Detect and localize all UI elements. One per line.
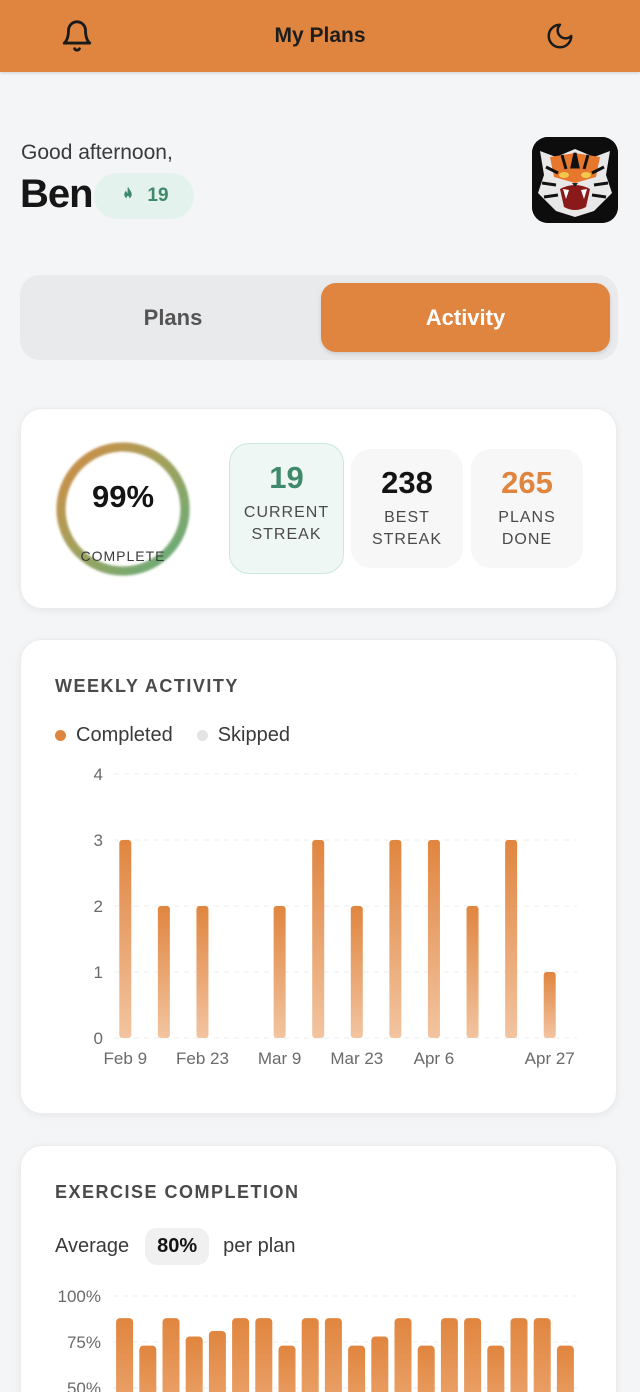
bar-completed[interactable] <box>119 840 132 1038</box>
bar-completed[interactable] <box>350 906 363 1038</box>
bar-completed[interactable] <box>466 906 479 1038</box>
exercise-completion-card: EXERCISE COMPLETION Average 80% per plan… <box>20 1145 617 1392</box>
average-value: 80% <box>145 1228 210 1265</box>
bar-exercise-completion[interactable] <box>348 1345 366 1392</box>
summary-card: 99% COMPLETE 19 CURRENT STREAK 238 BEST ST… <box>20 408 617 609</box>
weekly-activity-card: WEEKLY ACTIVITY Completed Skipped 0 1 2 3 4 F… <box>20 639 617 1114</box>
bar-exercise-completion[interactable] <box>487 1345 505 1392</box>
legend-dot <box>55 730 66 741</box>
legend-label: Skipped <box>217 724 290 746</box>
x-tick-label: Mar 9 <box>258 1049 301 1068</box>
bar-exercise-completion[interactable] <box>556 1345 574 1392</box>
bar-exercise-completion[interactable] <box>464 1318 482 1392</box>
bar-exercise-completion[interactable] <box>417 1345 435 1392</box>
bar-completed[interactable] <box>427 840 440 1038</box>
completion-percent: 99% <box>91 479 155 514</box>
avatar[interactable] <box>532 137 618 223</box>
bell-icon[interactable] <box>57 16 97 56</box>
y-tick-label: 1 <box>94 963 103 982</box>
greeting-text: Good afternoon, <box>21 141 173 164</box>
y-tick-label: 3 <box>94 831 103 850</box>
exercise-title: EXERCISE COMPLETION <box>55 1182 300 1202</box>
tab-plans[interactable]: Plans <box>143 304 203 330</box>
bar-exercise-completion[interactable] <box>208 1330 226 1392</box>
streak-badge: 19 <box>94 173 194 219</box>
completion-caption: COMPLETE <box>80 548 166 564</box>
bar-exercise-completion[interactable] <box>533 1318 551 1392</box>
bar-completed[interactable] <box>505 840 518 1038</box>
bar-exercise-completion[interactable] <box>324 1318 342 1392</box>
legend-completed[interactable]: Completed <box>55 724 173 747</box>
x-tick-label: Feb 9 <box>104 1049 147 1068</box>
stat-label: DONE <box>501 531 553 548</box>
streak-count: 19 <box>147 185 169 206</box>
moon-icon[interactable] <box>540 16 580 56</box>
flame-icon <box>119 184 137 209</box>
tab-activity[interactable]: Activity <box>321 283 610 352</box>
bar-exercise-completion[interactable] <box>371 1336 389 1392</box>
stat-label: CURRENT <box>243 504 330 521</box>
bar-exercise-completion[interactable] <box>394 1318 412 1392</box>
page-title: My Plans <box>274 24 366 47</box>
average-prefix: Average <box>55 1235 130 1257</box>
y-tick-label: 2 <box>94 897 103 916</box>
bar-completed[interactable] <box>389 840 402 1038</box>
stat-current-streak: 19 CURRENT STREAK <box>229 443 344 574</box>
completion-ring: 99% COMPLETE <box>53 439 193 579</box>
y-tick-label: 4 <box>94 765 103 784</box>
bar-exercise-completion[interactable] <box>255 1318 273 1392</box>
average-suffix: per plan <box>223 1235 296 1257</box>
y-tick-label: 50% <box>67 1379 101 1392</box>
exercise-chart: 100% 75% 50% <box>58 1287 577 1392</box>
view-switcher: Plans Activity <box>20 275 618 360</box>
stat-plans-done: 265 PLANS DONE <box>471 449 583 568</box>
bar-exercise-completion[interactable] <box>440 1318 458 1392</box>
y-tick-label: 75% <box>67 1333 101 1352</box>
bar-exercise-completion[interactable] <box>162 1318 180 1392</box>
bar-completed[interactable] <box>312 840 325 1038</box>
x-tick-label: Apr 27 <box>525 1049 575 1068</box>
stat-value: 238 <box>381 465 433 500</box>
bar-exercise-completion[interactable] <box>232 1318 250 1392</box>
stat-label: STREAK <box>251 526 322 543</box>
user-name: Ben <box>20 172 94 216</box>
stat-label: STREAK <box>371 531 442 548</box>
y-tick-label: 100% <box>58 1287 101 1306</box>
bar-completed[interactable] <box>273 906 286 1038</box>
x-tick-label: Feb 23 <box>176 1049 229 1068</box>
bar-exercise-completion[interactable] <box>185 1336 203 1392</box>
bar-exercise-completion[interactable] <box>139 1345 157 1392</box>
bar-exercise-completion[interactable] <box>116 1318 134 1392</box>
bar-completed[interactable] <box>543 972 556 1038</box>
legend-label: Completed <box>76 724 173 746</box>
x-tick-label: Mar 23 <box>330 1049 383 1068</box>
stat-value: 19 <box>269 460 304 495</box>
top-bar: My Plans <box>0 0 640 72</box>
weekly-chart: 0 1 2 3 4 Feb 9 Feb 23 Mar 9 Mar 23 Apr 6 Apr 27 <box>94 765 577 1068</box>
legend-skipped[interactable]: Skipped <box>196 724 290 747</box>
bar-exercise-completion[interactable] <box>278 1345 296 1392</box>
stat-value: 265 <box>501 465 553 500</box>
y-tick-label: 0 <box>94 1029 103 1048</box>
stat-label: PLANS <box>498 509 556 526</box>
bar-exercise-completion[interactable] <box>510 1318 528 1392</box>
stat-label: BEST <box>384 509 430 526</box>
average-row: Average 80% per plan <box>55 1228 295 1265</box>
bar-completed[interactable] <box>196 906 209 1038</box>
bar-exercise-completion[interactable] <box>301 1318 319 1392</box>
stat-best-streak: 238 BEST STREAK <box>351 449 463 568</box>
weekly-title: WEEKLY ACTIVITY <box>55 676 239 696</box>
chart-legend: Completed Skipped <box>55 724 314 747</box>
legend-dot <box>196 730 208 741</box>
x-tick-label: Apr 6 <box>414 1049 455 1068</box>
bar-completed[interactable] <box>157 906 170 1038</box>
